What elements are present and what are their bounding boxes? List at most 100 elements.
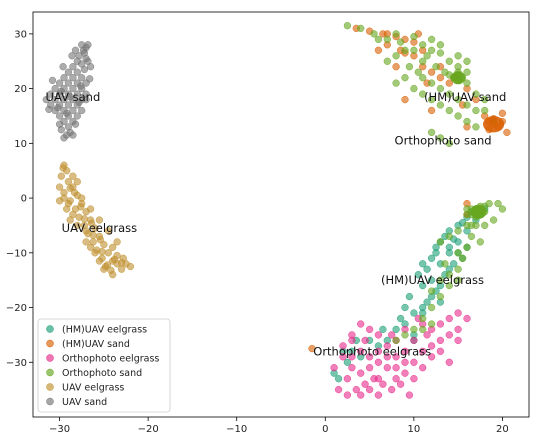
point-orthophoto-eelgrass — [388, 331, 396, 339]
point-orthophoto-eelgrass — [374, 375, 383, 383]
point-uav-eelgrass — [104, 249, 112, 257]
y-tick-label: 10 — [14, 139, 27, 150]
point-orthophoto-eelgrass — [352, 385, 360, 394]
point-hm-uav-eelgrass — [414, 271, 422, 279]
point-orthophoto-sand — [370, 30, 378, 38]
point-orthophoto-sand — [401, 46, 409, 54]
point-uav-sand — [86, 63, 95, 71]
point-orthophoto-sand — [472, 123, 480, 131]
point-uav-sand — [55, 79, 64, 87]
point-orthophoto-sand — [454, 112, 462, 120]
point-uav-eelgrass — [73, 178, 81, 186]
y-tick-label: −30 — [6, 358, 27, 369]
point-hm-uav-eelgrass — [379, 325, 387, 334]
point-orthophoto-sand — [419, 74, 427, 82]
point-uav-sand — [57, 87, 65, 96]
point-orthophoto-eelgrass — [454, 325, 462, 334]
point-hm-uav-eelgrass — [396, 314, 405, 323]
legend-label-orthophoto-sand: Orthophoto sand — [62, 368, 142, 379]
point-uav-eelgrass — [89, 231, 97, 239]
point-orthophoto-sand — [414, 68, 422, 76]
point-orthophoto-eelgrass — [357, 369, 365, 377]
y-axis: −30 −20 −10 0 10 20 30 — [6, 29, 33, 369]
point-orthophoto-sand — [419, 314, 427, 323]
point-uav-sand — [42, 95, 50, 104]
point-hm-uav-eelgrass — [423, 298, 431, 306]
point-orthophoto-eelgrass — [361, 336, 369, 345]
point-orthophoto-eelgrass — [343, 391, 352, 399]
point-orthophoto-sand — [463, 79, 471, 87]
point-orthophoto-sand — [445, 271, 453, 279]
y-tick-label: 30 — [14, 29, 27, 40]
point-hm-uav-sand — [308, 344, 316, 353]
point-hm-uav-eelgrass — [392, 325, 400, 334]
point-uav-eelgrass — [82, 238, 90, 246]
point-orthophoto-sand — [463, 243, 471, 251]
point-uav-eelgrass — [78, 194, 86, 202]
point-uav-sand — [80, 49, 89, 57]
point-orthophoto-eelgrass — [365, 325, 374, 334]
point-orthophoto-sand — [498, 205, 507, 213]
point-orthophoto-sand — [445, 139, 453, 148]
point-orthophoto-sand — [427, 35, 436, 44]
point-uav-eelgrass — [55, 183, 64, 191]
point-hm-uav-sand — [427, 68, 436, 76]
point-orthophoto-eelgrass — [374, 391, 383, 399]
x-tick-label: 20 — [496, 424, 509, 435]
point-orthophoto-sand — [481, 95, 489, 104]
point-orthophoto-sand — [454, 95, 462, 104]
y-tick-label: 0 — [21, 194, 27, 205]
point-hm-uav-sand — [436, 74, 445, 82]
point-orthophoto-sand — [427, 79, 436, 87]
point-uav-sand — [55, 120, 64, 128]
point-hm-uav-eelgrass — [334, 375, 343, 383]
point-uav-sand — [71, 46, 80, 54]
point-orthophoto-eelgrass — [436, 347, 445, 355]
point-uav-sand — [69, 84, 77, 93]
point-orthophoto-eelgrass — [365, 364, 374, 372]
point-orthophoto-sand — [419, 41, 427, 49]
point-orthophoto-eelgrass — [427, 342, 436, 350]
annotation-orthophoto-sand: Orthophoto sand — [395, 134, 492, 148]
point-hm-uav-eelgrass — [450, 260, 458, 268]
point-uav-sand — [60, 74, 68, 82]
point-uav-sand — [78, 74, 86, 82]
point-uav-eelgrass — [126, 262, 135, 271]
point-orthophoto-sand — [436, 276, 445, 284]
point-uav-eelgrass — [77, 203, 85, 211]
point-orthophoto-eelgrass — [357, 391, 365, 399]
point-hm-uav-sand — [427, 106, 436, 115]
series-orthophoto-eelgrass — [330, 309, 471, 399]
series-orthophoto-sand — [343, 22, 507, 345]
legend-marker-hm-uav-sand — [46, 339, 54, 348]
x-tick-label: 10 — [407, 424, 420, 435]
legend-box — [37, 318, 171, 413]
point-orthophoto-sand — [436, 238, 445, 246]
point-uav-sand — [73, 68, 81, 76]
point-uav-eelgrass — [66, 184, 74, 192]
x-axis: −30 −20 −10 0 10 20 — [49, 417, 509, 435]
point-orthophoto-eelgrass — [365, 353, 374, 361]
point-orthophoto-sand — [396, 38, 405, 46]
y-tick-label: 20 — [14, 84, 27, 95]
point-orthophoto-sand — [454, 276, 462, 284]
point-uav-eelgrass — [100, 240, 108, 249]
point-orthophoto-eelgrass — [357, 320, 365, 328]
point-orthophoto-sand — [463, 101, 471, 109]
point-orthophoto-sand — [467, 232, 476, 241]
point-orthophoto-sand — [427, 287, 436, 295]
point-uav-sand — [45, 105, 53, 114]
point-orthophoto-eelgrass — [334, 385, 343, 394]
point-orthophoto-sand — [432, 63, 440, 71]
point-uav-sand — [47, 90, 55, 98]
point-orthophoto-eelgrass — [445, 358, 453, 366]
point-uav-eelgrass — [95, 216, 104, 224]
legend-marker-uav-eelgrass — [46, 383, 54, 391]
point-orthophoto-sand — [441, 68, 449, 76]
legend-marker-orthophoto-eelgrass — [46, 354, 54, 362]
point-orthophoto-sand — [343, 22, 352, 30]
dense-cluster-orthophoto-sand — [470, 204, 487, 219]
point-uav-eelgrass — [91, 224, 99, 232]
point-orthophoto-eelgrass — [401, 358, 409, 366]
point-orthophoto-sand — [383, 57, 391, 65]
